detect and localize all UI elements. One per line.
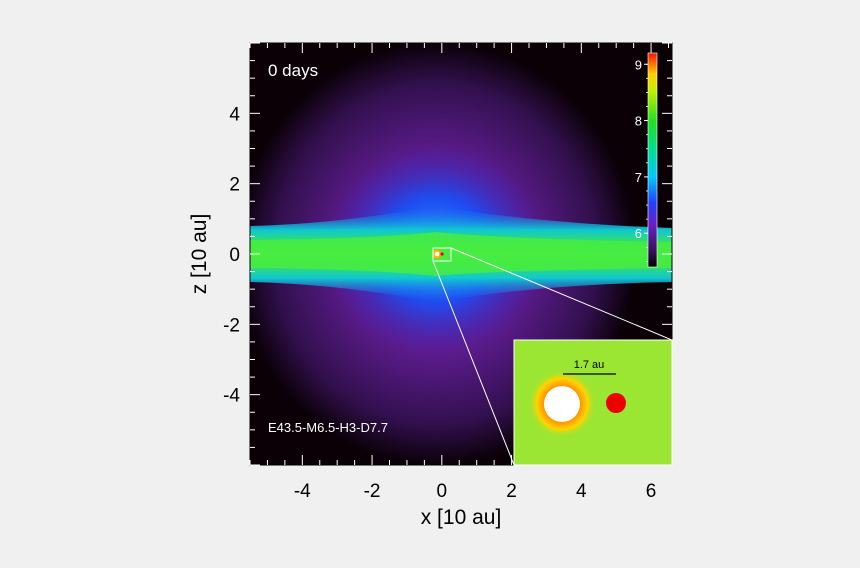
time-label: 0 days [268,61,318,80]
colorbar: 6 7 8 9 [635,52,658,268]
x-tick-label: 6 [646,481,657,502]
x-tick-labels: -4 -2 0 2 4 6 [294,481,657,502]
y-tick-label: 0 [229,245,240,266]
zoom-box [432,247,452,262]
colorbar-tick-label: 6 [635,226,642,241]
inset-panel: 1.7 au [513,339,673,466]
inset-sink [544,386,580,422]
y-tick-label: -2 [223,315,240,336]
y-tick-label: -4 [223,386,240,407]
zoom-line-upper [450,247,672,341]
colorbar-tick-label: 9 [635,57,642,72]
model-label: E43.5-M6.5-H3-D7.7 [268,420,388,435]
colorbar-tick-label: 7 [635,170,642,185]
x-tick-label: 4 [576,481,587,502]
disk-core [250,232,672,276]
central-star [434,251,440,257]
x-axis-label: x [10 au] [421,506,502,529]
x-tick-label: 2 [506,481,517,502]
colorbar-tick-label: 8 [635,114,642,129]
x-tick-label: -2 [364,481,381,502]
y-tick-label: 2 [229,175,240,196]
inset-scale-label: 1.7 au [574,359,605,371]
inset-frame [513,339,673,466]
y-tick-labels: 4 2 0 -2 -4 [223,104,240,406]
colorbar-ticks: 6 7 8 9 [635,57,648,262]
x-tick-label: -4 [294,481,311,502]
y-tick-label: 4 [229,104,240,125]
companion-star [440,252,444,256]
colorbar-gradient [647,52,658,268]
y-axis-label: z [10 au] [188,214,211,295]
zoom-line-lower [432,260,515,465]
x-tick-label: 0 [437,481,448,502]
inset-companion [606,393,626,413]
